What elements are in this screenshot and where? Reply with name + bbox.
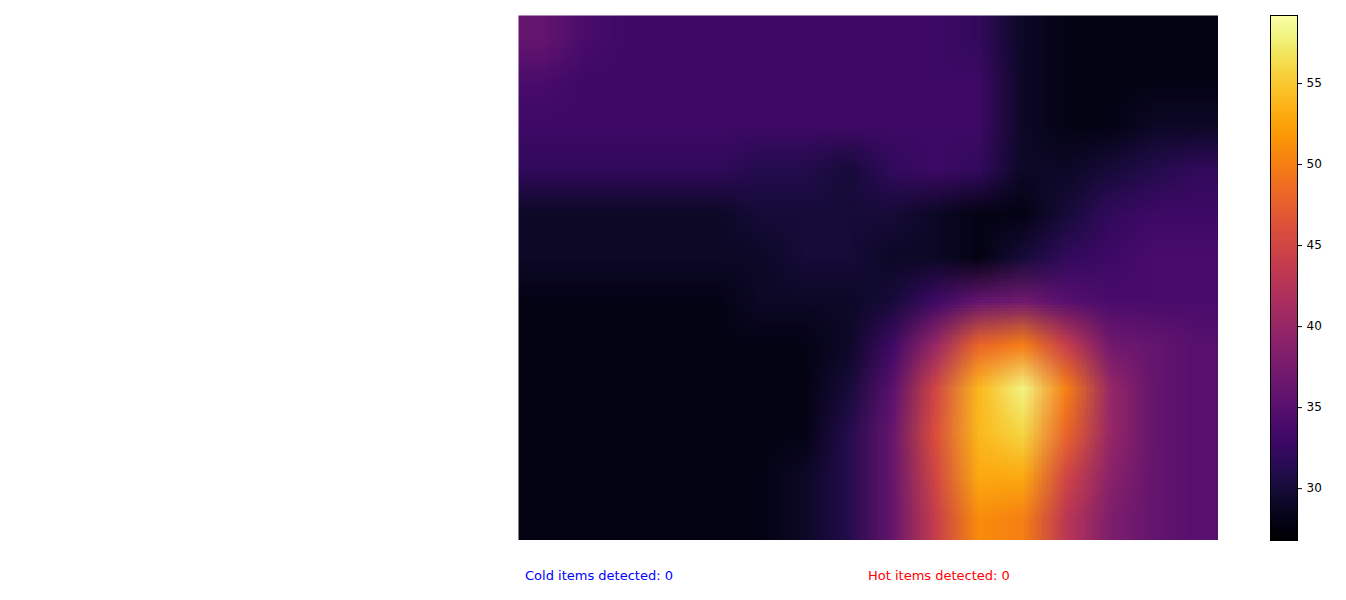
svg-text:45: 45 [1307, 238, 1322, 252]
svg-text:55: 55 [1307, 76, 1322, 90]
svg-text:30: 30 [1307, 481, 1322, 495]
svg-text:40: 40 [1307, 319, 1322, 333]
html-text:Hot items detected: 0: Hot items detected: 0 [868, 568, 1010, 583]
html-text:Cold items detected: 0: Cold items detected: 0 [525, 568, 673, 583]
svg-text:50: 50 [1307, 157, 1322, 171]
svg-text:35: 35 [1307, 400, 1322, 414]
